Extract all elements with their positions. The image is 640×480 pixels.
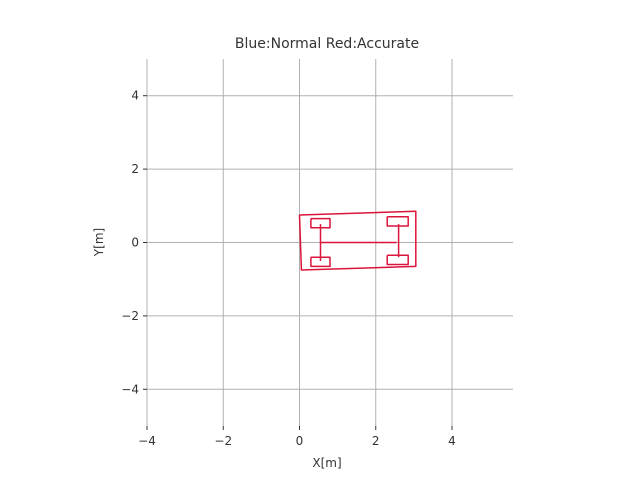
grid <box>146 59 513 426</box>
x-axis-label: X[m] <box>312 456 341 470</box>
y-tick-label: −2 <box>121 309 139 323</box>
x-tick-label: −4 <box>138 434 156 448</box>
y-tick-label: 2 <box>131 162 139 176</box>
series-accurate <box>298 210 417 271</box>
vehicle-wheel <box>386 254 409 266</box>
y-axis-label: Y[m] <box>92 228 106 257</box>
y-tick-label: 4 <box>131 89 139 103</box>
chart-title: Blue:Normal Red:Accurate <box>235 36 419 52</box>
x-tick-label: −2 <box>214 434 232 448</box>
vehicle-wheel <box>386 216 409 227</box>
y-tick-label: 0 <box>131 236 139 250</box>
ticks: −4 −2 0 2 4 −4 −2 0 2 4 <box>121 89 456 448</box>
x-tick-label: 2 <box>372 434 380 448</box>
vehicle-wheel <box>310 217 331 229</box>
x-tick-label: 0 <box>296 434 304 448</box>
vehicle-wheel <box>310 256 331 268</box>
x-tick-label: 4 <box>448 434 456 448</box>
vehicle-outline <box>298 210 417 271</box>
series <box>298 210 417 271</box>
y-tick-label: −4 <box>121 382 139 396</box>
